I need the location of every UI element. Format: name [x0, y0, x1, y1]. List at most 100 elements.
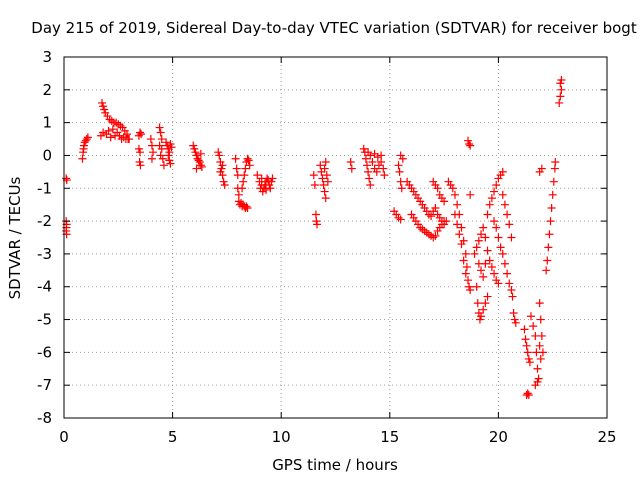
data-point	[319, 180, 328, 189]
data-point	[321, 194, 330, 203]
data-point	[136, 128, 145, 137]
data-point	[462, 263, 471, 272]
data-point	[472, 282, 481, 291]
data-point	[242, 202, 251, 211]
data-point	[450, 190, 459, 199]
y-tick-label: -5	[37, 311, 52, 329]
data-point	[397, 184, 406, 193]
x-tick-label: 10	[272, 428, 291, 446]
data-point	[396, 151, 405, 160]
data-point	[474, 236, 483, 245]
data-point	[165, 148, 174, 157]
data-point	[556, 79, 565, 88]
data-point	[368, 158, 377, 167]
data-point	[524, 391, 533, 400]
y-tick-label: -7	[37, 376, 52, 394]
data-point	[318, 174, 327, 183]
data-point	[312, 217, 321, 226]
x-tick-label: 20	[489, 428, 508, 446]
data-point	[509, 308, 518, 317]
data-point	[479, 223, 488, 232]
data-point	[79, 141, 88, 150]
data-point	[466, 286, 475, 295]
data-point	[481, 233, 490, 242]
data-point	[433, 184, 442, 193]
data-point	[557, 85, 566, 94]
data-point	[524, 354, 533, 363]
data-point	[529, 322, 538, 331]
data-point	[457, 240, 466, 249]
data-point	[537, 331, 546, 340]
data-point	[463, 136, 472, 145]
data-point	[492, 223, 501, 232]
data-point	[244, 156, 253, 165]
data-point	[521, 335, 530, 344]
data-point	[557, 75, 566, 84]
data-point	[164, 151, 173, 160]
data-point	[215, 151, 224, 160]
data-point	[523, 389, 532, 398]
data-point	[543, 256, 552, 265]
data-point	[216, 167, 225, 176]
data-point	[346, 158, 355, 167]
data-point	[165, 156, 174, 165]
data-point	[465, 282, 474, 291]
data-point	[365, 174, 374, 183]
data-point	[261, 185, 270, 194]
data-point	[313, 220, 322, 229]
data-point	[508, 292, 517, 301]
data-point	[457, 223, 466, 232]
data-point	[427, 212, 436, 221]
data-point	[490, 187, 499, 196]
data-point	[498, 249, 507, 258]
data-point	[549, 177, 558, 186]
data-point	[62, 174, 71, 183]
data-point	[220, 180, 229, 189]
data-point	[485, 256, 494, 265]
data-point	[167, 143, 176, 152]
data-point	[320, 187, 329, 196]
data-point	[505, 279, 514, 288]
data-point	[492, 180, 501, 189]
data-point	[320, 164, 329, 173]
data-point	[483, 246, 492, 255]
data-point	[239, 177, 248, 186]
data-point	[321, 158, 330, 167]
data-point	[440, 197, 449, 206]
data-point	[479, 272, 488, 281]
data-point	[136, 148, 145, 157]
data-point	[477, 312, 486, 321]
data-point	[473, 299, 482, 308]
data-point	[485, 200, 494, 209]
data-point	[396, 215, 405, 224]
data-point	[542, 266, 551, 275]
data-point	[219, 177, 228, 186]
x-axis-label: GPS time / hours	[272, 456, 398, 474]
data-point	[551, 158, 560, 167]
data-point	[189, 141, 198, 150]
data-point	[316, 161, 325, 170]
data-point	[267, 177, 276, 186]
data-point	[197, 162, 206, 171]
data-point	[98, 98, 107, 107]
data-point	[533, 364, 542, 373]
data-point	[503, 269, 512, 278]
data-point	[503, 210, 512, 219]
data-point	[125, 135, 134, 144]
data-point	[498, 167, 507, 176]
data-point	[166, 139, 175, 148]
data-point	[475, 315, 484, 324]
data-point	[243, 154, 252, 163]
data-point	[195, 158, 204, 167]
data-point	[461, 249, 470, 258]
y-tick-label: 2	[42, 81, 52, 99]
data-point	[498, 190, 507, 199]
data-point	[134, 144, 143, 153]
data-point	[158, 154, 167, 163]
data-point	[555, 98, 564, 107]
data-point	[232, 164, 241, 173]
data-point	[507, 286, 516, 295]
data-point	[536, 315, 545, 324]
x-tick-label: 15	[380, 428, 399, 446]
data-point	[431, 231, 440, 240]
